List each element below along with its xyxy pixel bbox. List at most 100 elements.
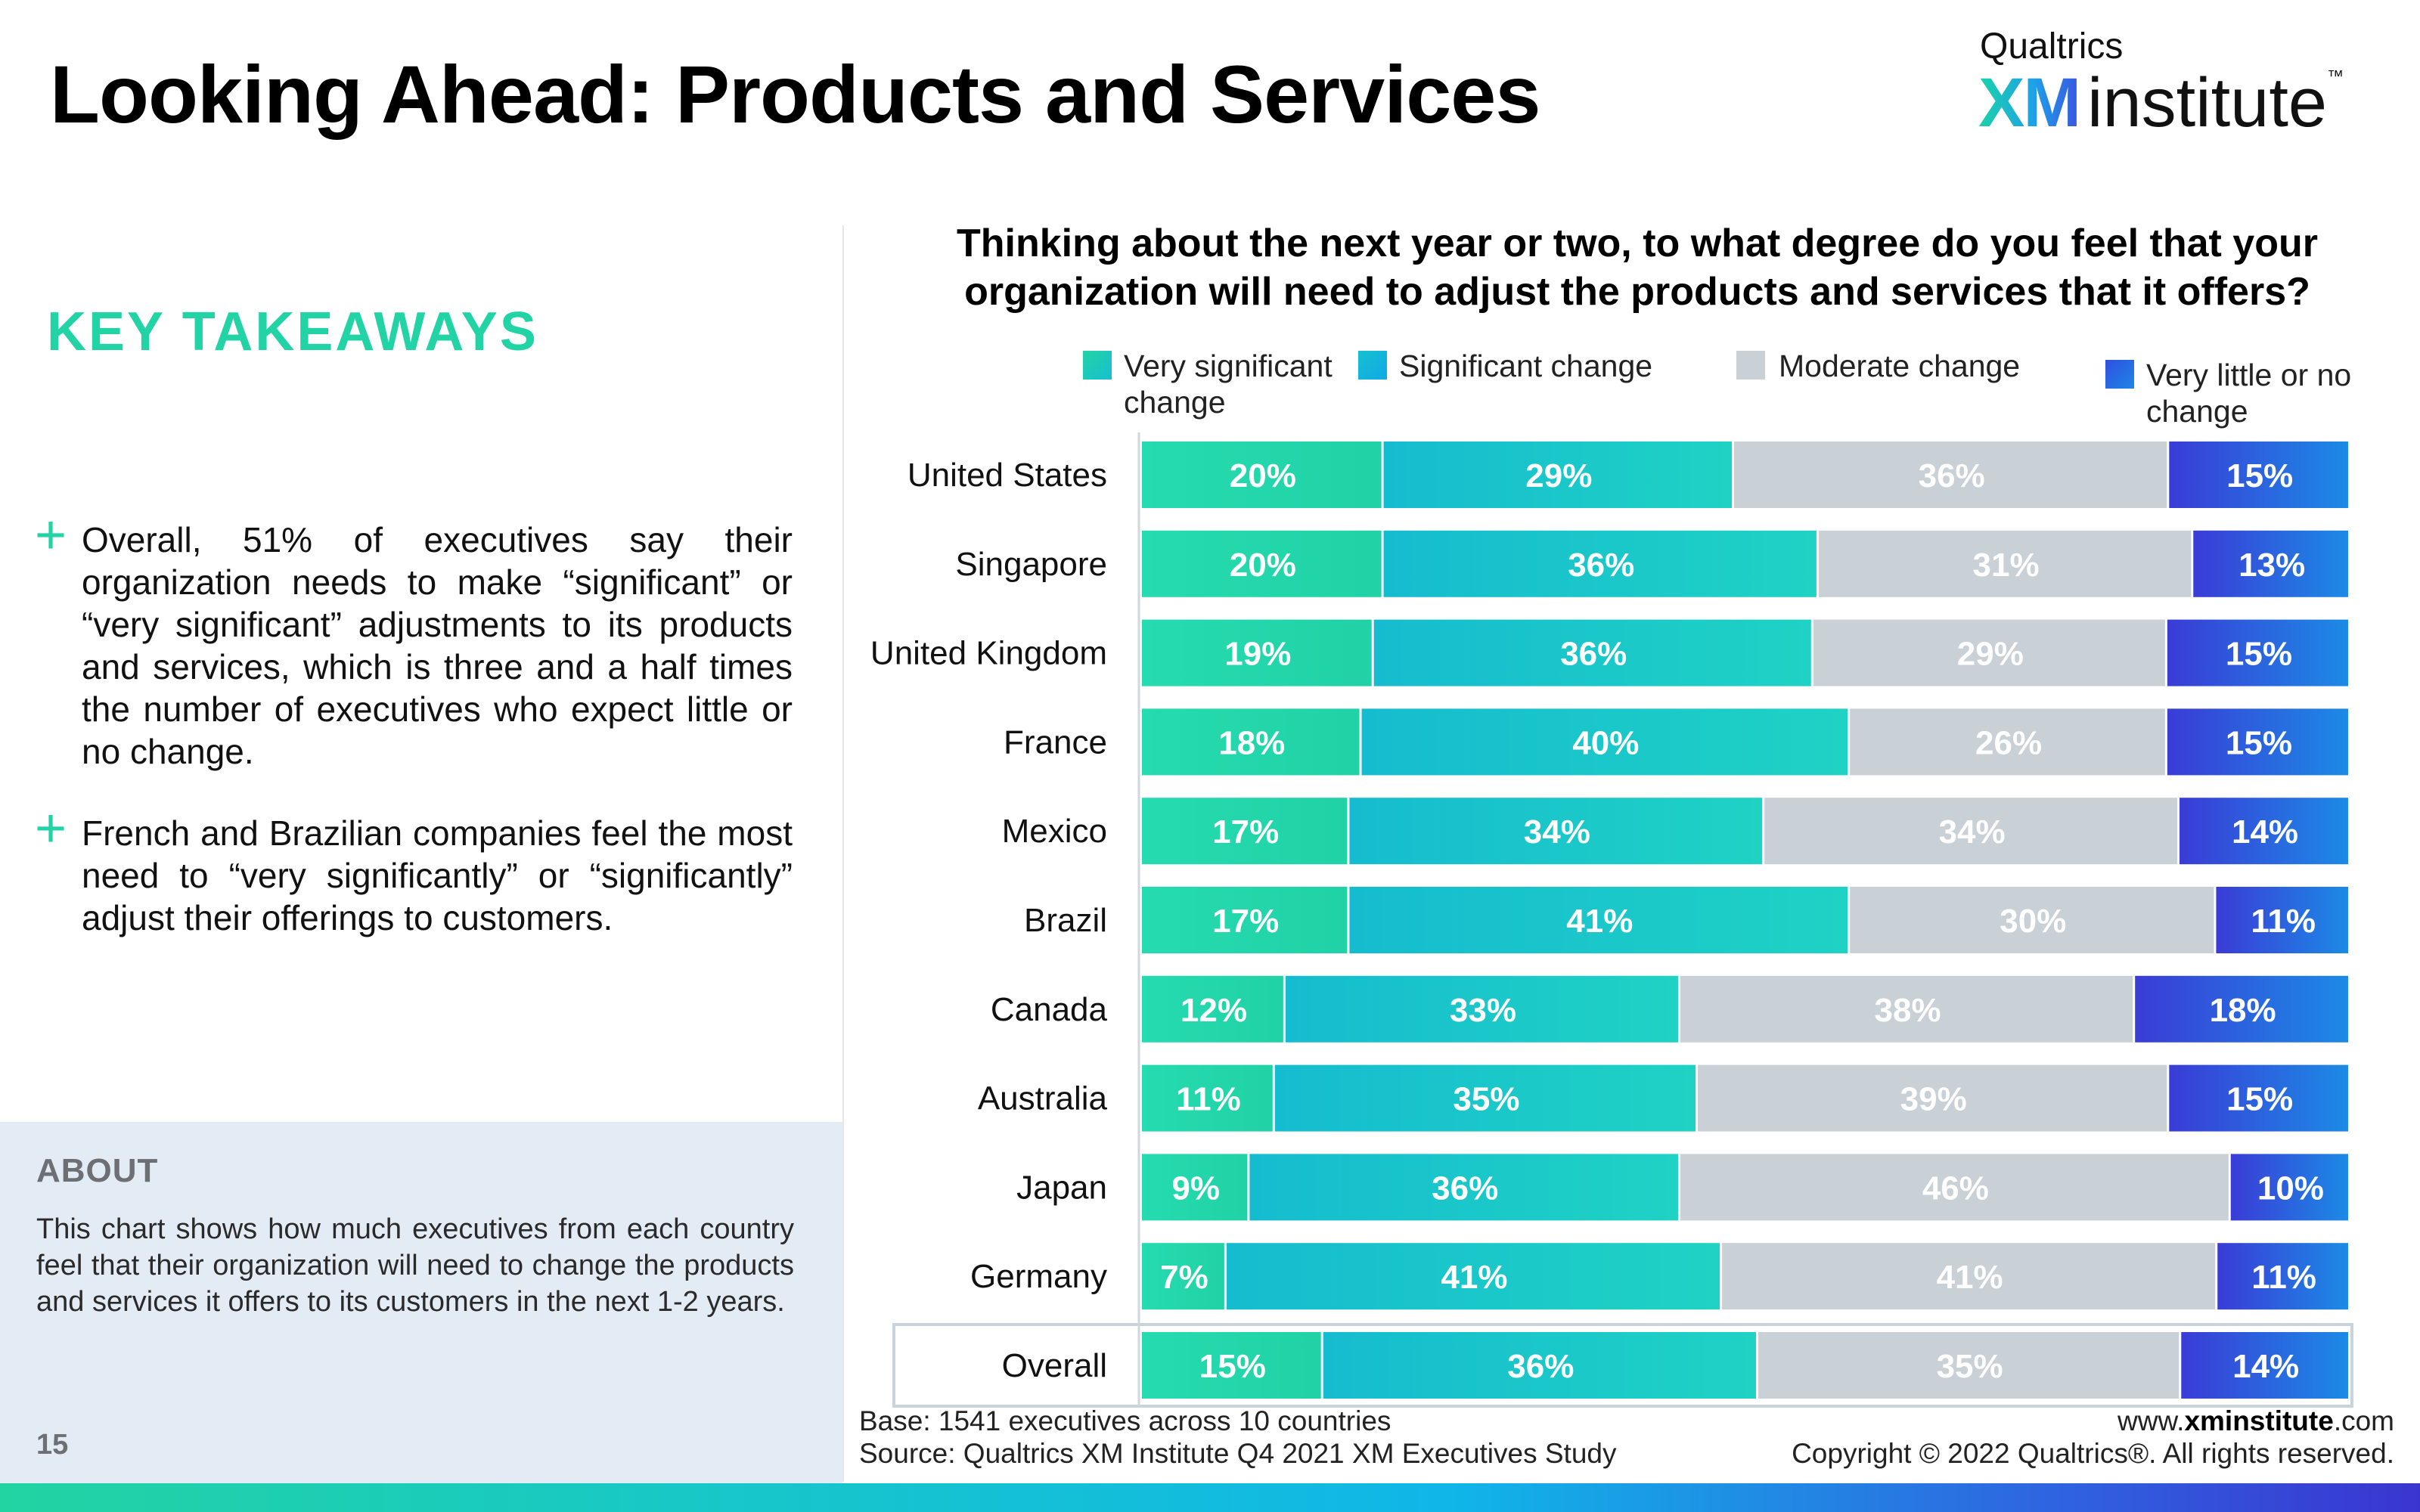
column-divider [842, 225, 844, 1482]
data-label: 38% [1875, 992, 1941, 1029]
bar-segment-moderate [1680, 1154, 2229, 1221]
bar-segment-moderate [1680, 975, 2133, 1043]
data-label: 39% [1900, 1081, 1967, 1118]
category-label: Canada [991, 991, 1108, 1028]
key-takeaways-heading: KEY TAKEAWAYS [47, 302, 538, 362]
data-label: 46% [1922, 1170, 1989, 1207]
about-heading: ABOUT [36, 1152, 159, 1189]
data-label: 36% [1919, 457, 1985, 494]
logo-trademark: ™ [2327, 67, 2344, 85]
category-label: Mexico [1002, 813, 1107, 850]
data-label: 33% [1450, 992, 1516, 1029]
data-label: 14% [2232, 1348, 2299, 1385]
bar-segment-very-significant [1142, 708, 1360, 776]
bar-segment-significant [1285, 975, 1678, 1043]
bar-segment-very-significant [1142, 530, 1382, 597]
legend-label: Very significant change [1124, 349, 1333, 420]
data-label: 9% [1171, 1170, 1220, 1207]
legend-swatch [1736, 351, 1765, 380]
category-label: Japan [1016, 1169, 1107, 1206]
data-label: 11% [1176, 1081, 1241, 1118]
data-label: 34% [1939, 813, 2006, 850]
data-label: 15% [2226, 636, 2292, 673]
category-label: France [1004, 723, 1107, 761]
overall-highlight-box [892, 1323, 2353, 1408]
bar-segment-moderate [1818, 530, 2192, 597]
category-label: Singapore [955, 546, 1107, 583]
footer-copyright: Copyright © 2022 Qualtrics®. All rights … [1792, 1438, 2394, 1469]
bar-segment-significant [1349, 798, 1763, 865]
footer-url[interactable]: www.xminstitute.com [1792, 1405, 2394, 1437]
data-label: 41% [1566, 903, 1633, 940]
data-label: 35% [1937, 1348, 2003, 1385]
data-label: 17% [1212, 903, 1279, 940]
bar-segment-very-little [2181, 1332, 2348, 1399]
url-bold: xminstitute [2184, 1405, 2334, 1436]
plus-icon: + [35, 798, 67, 859]
legend-label: Very little or no change [2146, 358, 2352, 429]
bar-segment-very-little [2167, 619, 2348, 686]
bar-segment-very-little [2193, 530, 2348, 597]
data-label: 13% [2238, 547, 2305, 584]
takeaway-text: French and Brazilian companies feel the … [82, 813, 793, 937]
bar-segment-very-significant [1142, 619, 1372, 686]
data-label: 29% [1957, 636, 2024, 673]
data-label: 15% [2226, 457, 2293, 494]
footer-source: Source: Qualtrics XM Institute Q4 2021 X… [859, 1438, 1617, 1469]
bar-segment-very-significant [1142, 442, 1382, 508]
footer-base: Base: 1541 executives across 10 countrie… [859, 1405, 1392, 1436]
legend-label: Moderate change [1779, 349, 2021, 383]
takeaway-item: + French and Brazilian companies feel th… [35, 801, 793, 939]
bar-segment-significant [1373, 619, 1811, 686]
category-label: Australia [978, 1080, 1108, 1117]
bars-group: 20% 29% 36% 15% 20% 36% 31% 13% 19% 36% 29% 15% 18% 4… [1142, 442, 2348, 1399]
bar-segment-very-little [2169, 1064, 2348, 1132]
data-label: 18% [1218, 724, 1285, 761]
data-label: 36% [1568, 547, 1634, 584]
bar-segment-very-significant [1142, 798, 1348, 865]
data-label: 36% [1507, 1348, 1574, 1385]
data-label: 31% [1973, 547, 2040, 584]
data-label: 41% [1937, 1259, 2003, 1296]
data-label: 17% [1212, 813, 1279, 850]
bar-segment-moderate [1758, 1332, 2180, 1399]
bar-segment-very-significant [1142, 887, 1348, 953]
legend-swatch [2105, 360, 2134, 389]
bar-segment-moderate [1850, 708, 2165, 776]
bar-segment-significant [1226, 1243, 1720, 1310]
footer-copyright-block: www.xminstitute.com Copyright © 2022 Qua… [1792, 1405, 2394, 1470]
bar-segment-very-little [2180, 798, 2348, 865]
bar-segment-moderate [1734, 442, 2167, 508]
bar-segment-significant [1349, 887, 1848, 953]
category-label: Germany [970, 1258, 1107, 1295]
category-label: Brazil [1024, 902, 1107, 939]
data-label: 29% [1525, 457, 1592, 494]
bar-segment-very-little [2217, 1243, 2348, 1310]
data-label: 15% [2226, 1081, 2293, 1118]
qualtrics-xm-institute-logo: Qualtrics XM institute™ [1978, 29, 2372, 138]
data-label: 12% [1181, 992, 1247, 1029]
data-label: 41% [1441, 1259, 1507, 1296]
bar-segment-moderate [1850, 887, 2214, 953]
legend-swatch [1358, 351, 1387, 380]
data-label: 11% [2251, 903, 2316, 940]
bar-segment-very-little [2135, 975, 2348, 1043]
logo-wordmark: XM institute™ [1978, 68, 2372, 138]
bar-segment-very-significant [1142, 1332, 1321, 1399]
url-suffix: .com [2333, 1405, 2394, 1436]
category-label: Overall [1002, 1347, 1107, 1384]
data-label: 15% [2226, 724, 2292, 761]
page-title: Looking Ahead: Products and Services [50, 48, 1540, 140]
data-label: 19% [1224, 636, 1291, 673]
category-label: United Kingdom [870, 635, 1107, 672]
logo-institute-text: institute [2087, 64, 2328, 141]
data-label: 20% [1230, 547, 1296, 584]
data-label: 40% [1572, 724, 1639, 761]
bar-segment-moderate [1698, 1064, 2167, 1132]
category-label: United States [908, 457, 1107, 494]
about-panel: ABOUT This chart shows how much executiv… [0, 1122, 842, 1485]
data-label: 36% [1432, 1170, 1498, 1207]
logo-company-text: Qualtrics [1980, 26, 2124, 67]
bar-segment-very-little [2216, 887, 2348, 953]
takeaway-text: Overall, 51% of executives say their org… [82, 520, 793, 771]
